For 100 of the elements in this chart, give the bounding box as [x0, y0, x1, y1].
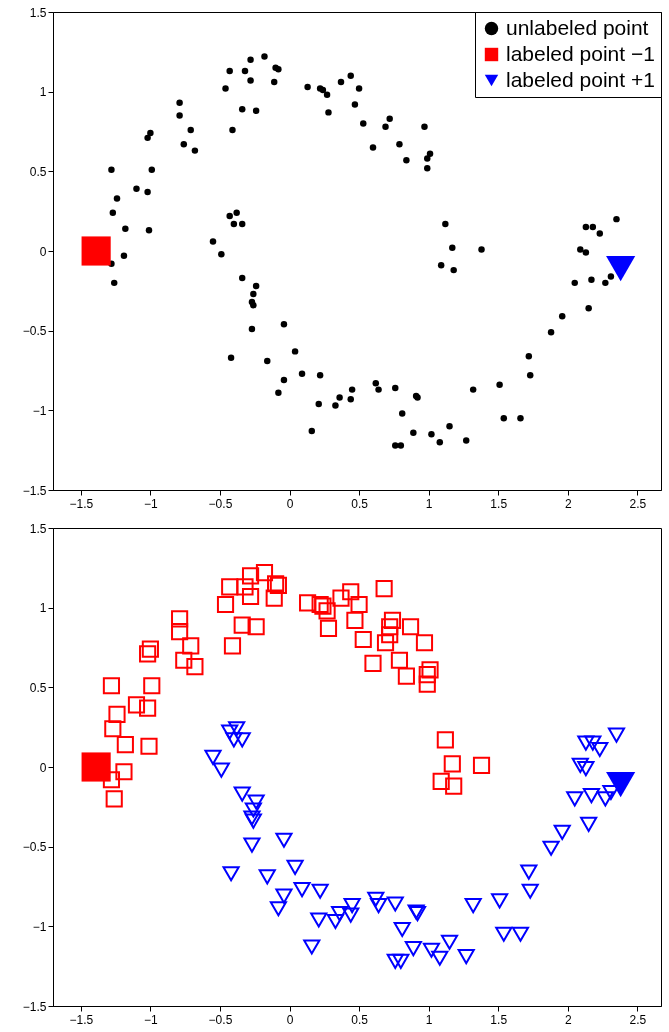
point — [221, 724, 239, 740]
point — [418, 666, 436, 684]
point — [421, 661, 439, 679]
y-tick-label: 0 — [39, 244, 47, 259]
point — [139, 699, 157, 717]
point — [247, 794, 265, 810]
point — [491, 893, 509, 909]
y-tick-label: −1 — [32, 403, 47, 418]
point — [141, 640, 159, 658]
point — [225, 732, 243, 748]
point — [286, 859, 304, 875]
point — [275, 832, 293, 848]
point — [326, 913, 345, 930]
point — [383, 611, 402, 629]
point — [440, 934, 459, 950]
point — [241, 567, 260, 585]
point — [591, 741, 609, 758]
point — [346, 611, 364, 629]
point — [332, 589, 350, 607]
point — [171, 622, 189, 641]
x-tick-label: −1.5 — [69, 496, 94, 511]
y-tick-label: 1.5 — [29, 5, 47, 20]
point — [108, 705, 126, 723]
x-tick-label: 1 — [425, 496, 433, 511]
point — [311, 883, 329, 899]
x-tick-label: 2.5 — [629, 1012, 647, 1027]
point — [350, 595, 368, 614]
point — [222, 866, 240, 882]
point — [115, 763, 133, 781]
point — [386, 896, 404, 912]
y-tick-label: −1.5 — [22, 483, 47, 498]
point — [318, 602, 336, 620]
x-tick-label: −1 — [144, 496, 159, 511]
point — [495, 926, 513, 942]
point — [342, 583, 360, 601]
x-tick-label: 1.5 — [490, 1012, 508, 1027]
x-tick-label: 0 — [286, 1012, 294, 1027]
point — [244, 802, 262, 818]
x-tick-label: −1.5 — [69, 1012, 94, 1027]
point — [241, 587, 260, 606]
legend-label: labeled point −1 — [506, 41, 655, 65]
point — [404, 941, 422, 957]
x-tick-label: 0.5 — [351, 1012, 369, 1027]
point — [367, 891, 385, 907]
point — [223, 637, 242, 655]
point — [364, 654, 382, 673]
point — [354, 630, 372, 649]
x-tick-label: −1 — [144, 1012, 159, 1027]
point — [553, 824, 571, 840]
point — [369, 898, 388, 914]
point — [472, 756, 491, 774]
point — [102, 677, 121, 695]
point — [432, 772, 450, 790]
point — [81, 752, 111, 782]
point — [182, 637, 200, 655]
x-tick-label: 0 — [286, 496, 294, 511]
point — [566, 791, 584, 807]
point — [418, 675, 436, 693]
point — [116, 736, 134, 754]
point — [375, 579, 393, 598]
point — [228, 721, 246, 737]
point — [171, 610, 189, 628]
point — [265, 589, 283, 607]
point — [521, 883, 539, 899]
y-tick-label: −0.5 — [22, 324, 47, 339]
point — [582, 788, 601, 804]
point — [397, 667, 415, 685]
point — [431, 950, 449, 966]
x-tick-label: 2.5 — [629, 496, 647, 511]
point — [275, 888, 293, 904]
point — [175, 651, 193, 669]
point — [457, 949, 475, 965]
point — [511, 926, 530, 942]
y-tick-label: 1 — [39, 601, 47, 616]
x-tick-label: −0.5 — [208, 496, 233, 511]
point — [293, 882, 311, 898]
point — [269, 901, 287, 917]
point — [258, 869, 276, 885]
point — [386, 953, 404, 969]
point — [577, 761, 595, 777]
y-tick-label: −0.5 — [22, 840, 47, 855]
point — [236, 578, 254, 596]
point — [140, 737, 158, 755]
point — [390, 651, 409, 669]
point — [255, 564, 274, 582]
y-tick-label: −1.5 — [22, 999, 47, 1014]
point — [303, 939, 321, 955]
point — [392, 953, 410, 969]
point — [571, 757, 589, 773]
x-tick-label: 1 — [425, 1012, 433, 1027]
point — [310, 912, 328, 928]
point — [381, 626, 399, 644]
point — [204, 749, 222, 766]
y-tick-label: 1.5 — [29, 521, 47, 536]
point — [443, 755, 461, 773]
y-tick-label: 1 — [39, 85, 47, 100]
point — [342, 907, 360, 923]
point — [436, 731, 454, 749]
point — [186, 658, 204, 676]
point — [577, 735, 595, 751]
